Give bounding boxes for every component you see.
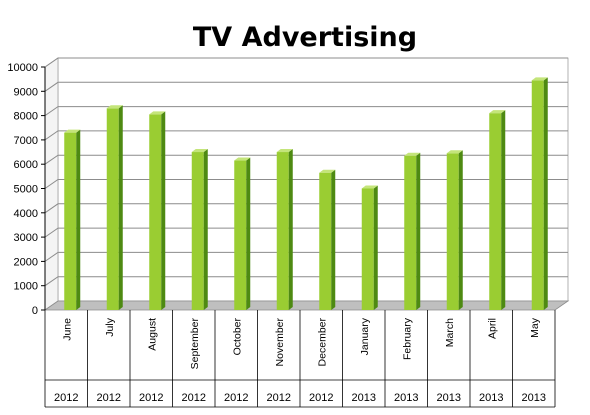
gridline (44, 227, 568, 238)
bar-top (106, 105, 123, 109)
category-label: April (486, 318, 498, 339)
bar (191, 152, 204, 310)
bar-top (319, 169, 336, 173)
bar-top (191, 149, 208, 153)
year-label: 2013 (352, 392, 376, 404)
year-label: 2012 (97, 392, 121, 404)
year-label: 2012 (309, 392, 333, 404)
bar (234, 160, 247, 310)
category-label: August (146, 318, 158, 351)
bar-side (288, 149, 293, 310)
y-tick-label: 6000 (14, 159, 38, 171)
bar (319, 172, 332, 310)
gridline (44, 57, 568, 68)
bar-top (531, 77, 548, 81)
category-label: February (401, 317, 413, 360)
bar (361, 188, 374, 310)
chart-title: TV Advertising (192, 22, 418, 53)
year-label: 2012 (139, 392, 163, 404)
y-tick-label: 0 (32, 305, 38, 317)
year-label: 2012 (182, 392, 206, 404)
y-tick-label: 1000 (14, 281, 38, 293)
bar (404, 155, 417, 310)
bar-side (118, 105, 123, 310)
bar-top (404, 152, 421, 156)
bar-side (76, 129, 81, 310)
bar-top (489, 110, 506, 114)
category-label: March (444, 318, 456, 347)
year-label: 2013 (394, 392, 418, 404)
gridline (44, 154, 568, 165)
y-tick-label: 5000 (14, 184, 38, 196)
category-label: January (359, 317, 371, 355)
bar (149, 114, 162, 310)
gridline (44, 276, 568, 287)
gridline (44, 81, 568, 92)
bar-side (203, 149, 208, 310)
year-label: 2012 (224, 392, 248, 404)
bar-side (416, 152, 421, 310)
y-tick-label: 9000 (14, 86, 38, 98)
gridline (44, 251, 568, 262)
bar-side (543, 77, 548, 311)
bar (64, 132, 77, 310)
category-label: June (61, 318, 73, 341)
bar (531, 80, 544, 311)
category-label: May (529, 317, 541, 338)
bar-top (64, 129, 81, 133)
category-label: December (316, 317, 328, 366)
year-label: 2013 (437, 392, 461, 404)
year-label: 2012 (54, 392, 78, 404)
bar (489, 113, 502, 310)
category-label: November (274, 317, 286, 366)
gridline (44, 106, 568, 117)
bar-top (234, 157, 251, 161)
category-label: July (104, 317, 116, 336)
bar (106, 108, 119, 310)
year-label: 2013 (479, 392, 503, 404)
category-label: October (231, 318, 243, 356)
bar-top (361, 185, 378, 189)
year-label: 2012 (267, 392, 291, 404)
bar-side (373, 185, 378, 310)
y-tick-label: 3000 (14, 232, 38, 244)
y-tick-label: 4000 (14, 208, 38, 220)
bar-side (501, 110, 506, 310)
bar (446, 153, 459, 310)
bar-side (458, 150, 463, 310)
gridline (44, 179, 568, 189)
category-label: September (189, 318, 201, 370)
bar-side (246, 157, 251, 310)
y-tick-label: 7000 (14, 135, 38, 147)
gridline (44, 203, 568, 214)
y-tick-label: 2000 (14, 256, 38, 268)
y-tick-label: 8000 (14, 111, 38, 123)
bar-top (446, 150, 463, 154)
bar (276, 152, 289, 310)
bar-top (149, 111, 166, 115)
year-label: 2013 (522, 392, 546, 404)
bar-side (331, 169, 336, 310)
bar-side (161, 111, 166, 310)
y-tick-label: 10000 (7, 62, 38, 74)
bar-top (276, 149, 293, 153)
gridline (44, 130, 568, 141)
